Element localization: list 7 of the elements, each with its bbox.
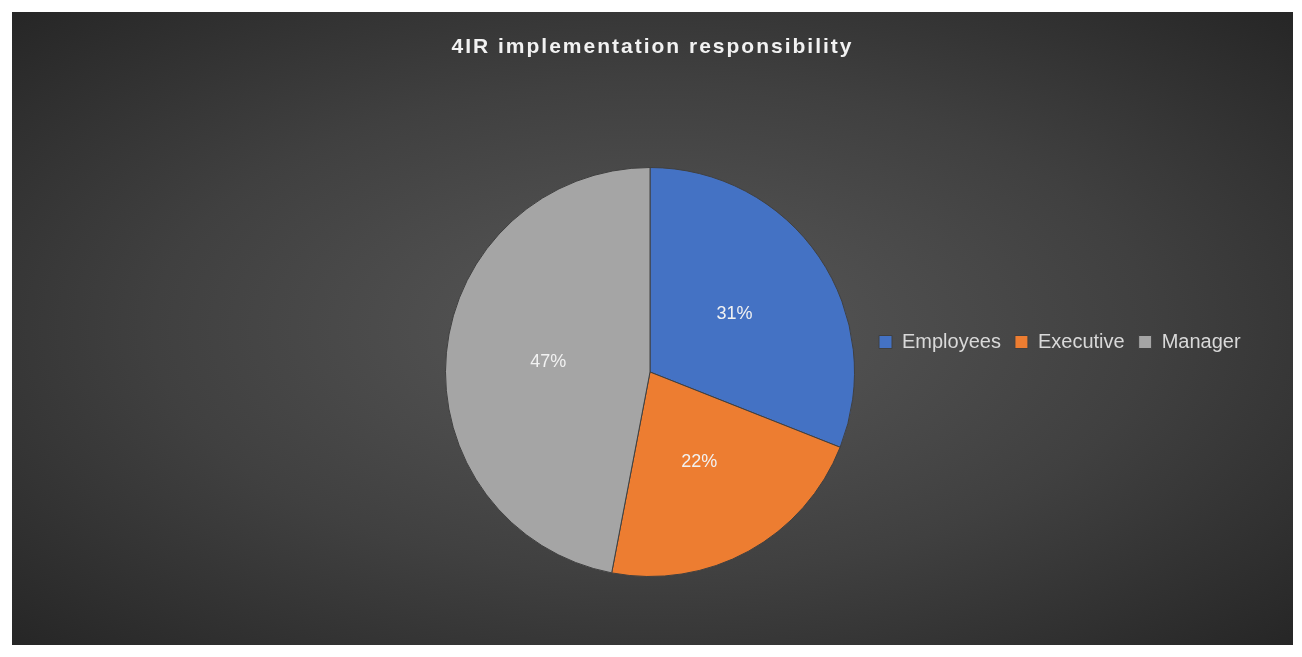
data-label: 31% xyxy=(716,303,753,324)
chart-title: 4IR implementation responsibility xyxy=(450,34,855,58)
legend-label: Executive xyxy=(1037,329,1125,352)
data-label: 22% xyxy=(681,450,718,471)
data-label: 47% xyxy=(530,351,567,372)
legend-label: Employees xyxy=(902,329,1001,352)
legend-label: Manager xyxy=(1161,329,1241,352)
